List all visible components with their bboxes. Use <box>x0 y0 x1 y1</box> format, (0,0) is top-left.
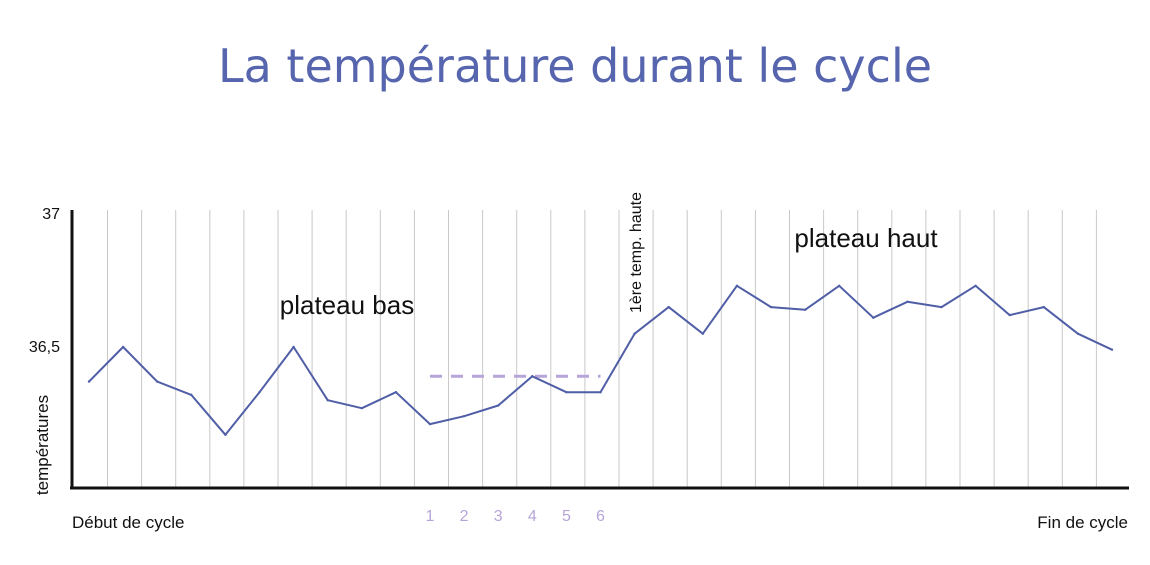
vertical-gridlines <box>107 210 1097 488</box>
data-point <box>599 391 602 394</box>
data-point <box>326 399 329 402</box>
x-start-label: Début de cycle <box>72 513 184 532</box>
y-axis-label: températures <box>33 395 52 495</box>
y-tick-label-36-5: 36,5 <box>29 339 60 356</box>
data-point <box>667 305 670 309</box>
data-point <box>292 345 295 349</box>
data-point <box>872 316 875 319</box>
highlight-day-label: 4 <box>528 508 537 525</box>
y-tick-label-37: 37 <box>42 206 60 223</box>
chart-title: La température durant le cycle <box>218 39 932 93</box>
data-point <box>462 414 466 418</box>
data-point <box>565 391 568 394</box>
data-point <box>428 422 432 426</box>
annotation-first-high-temp: 1ère temp. haute <box>628 192 645 313</box>
data-point <box>258 391 261 394</box>
data-point <box>87 380 91 383</box>
annotation-plateau-bas: plateau bas <box>280 290 414 320</box>
data-point <box>906 300 909 303</box>
highlight-day-label: 2 <box>460 508 469 525</box>
data-point <box>1042 305 1046 309</box>
data-point <box>633 332 636 335</box>
data-point <box>1008 313 1011 317</box>
data-point <box>735 284 739 288</box>
data-point <box>360 406 363 410</box>
data-point <box>190 393 193 397</box>
data-point <box>531 375 534 378</box>
data-point <box>121 345 125 349</box>
annotation-plateau-haut: plateau haut <box>794 223 938 253</box>
series-points <box>87 284 1114 436</box>
data-point <box>803 308 807 311</box>
highlight-day-label: 3 <box>494 508 503 525</box>
data-point <box>394 391 398 394</box>
data-point <box>224 433 227 436</box>
highlight-day-labels: 1 2 3 4 5 6 <box>426 508 606 525</box>
data-point <box>1110 348 1114 351</box>
highlight-day-label: 1 <box>426 508 435 525</box>
data-point <box>497 404 500 407</box>
data-point <box>940 305 943 309</box>
data-point <box>156 380 159 383</box>
data-point <box>701 332 704 335</box>
data-point <box>974 284 977 288</box>
temperature-series-line <box>88 284 1113 436</box>
data-point <box>769 305 773 309</box>
data-point <box>838 284 841 288</box>
data-point <box>1076 332 1080 335</box>
highlight-day-label: 6 <box>596 508 605 525</box>
x-end-label: Fin de cycle <box>1037 513 1128 532</box>
highlight-day-label: 5 <box>562 508 571 525</box>
